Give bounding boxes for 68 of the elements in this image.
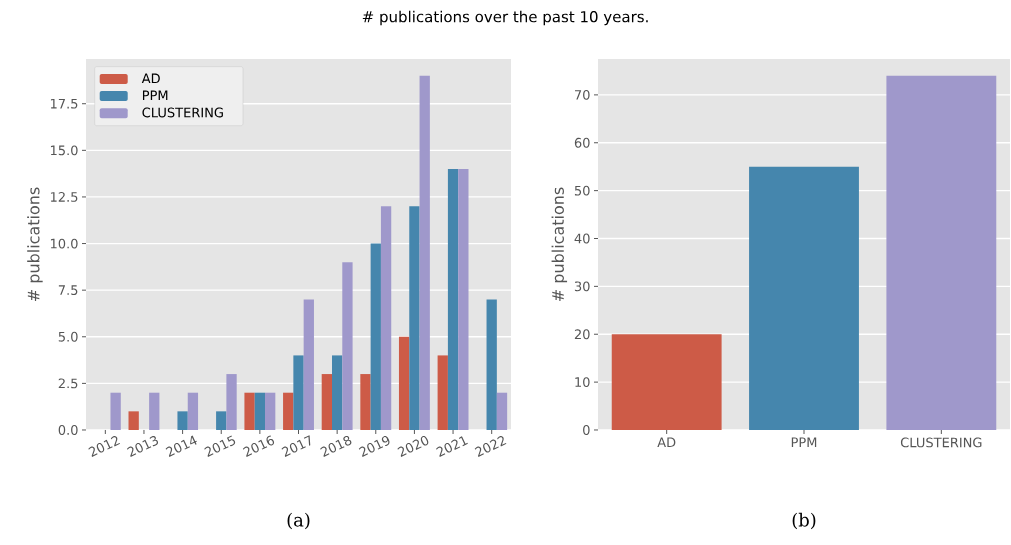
legend-label: AD: [141, 73, 160, 84]
bar: [458, 168, 469, 430]
y-tick-label: 10.0: [50, 238, 78, 249]
x-tick-label: 2019: [358, 436, 390, 457]
bar: [226, 374, 237, 430]
y-tick-label: 30: [574, 281, 590, 292]
bar: [110, 392, 121, 430]
x-tick-label: 2017: [281, 435, 311, 457]
legend-label: PPM: [142, 90, 168, 101]
y-axis-title: # publications: [27, 187, 43, 301]
y-tick-label: 17.5: [50, 98, 78, 109]
bar: [447, 168, 459, 430]
x-tick-label: 2022: [474, 436, 507, 457]
x-tick-label: PPM: [791, 437, 817, 447]
bar: [380, 206, 392, 430]
y-tick-label: 15.0: [50, 145, 78, 156]
bar: [216, 411, 227, 430]
bar: [321, 374, 332, 430]
y-axis-title: # publications: [551, 187, 568, 301]
bar: [254, 392, 266, 430]
bar: [370, 243, 381, 430]
x-tick-label: 2018: [320, 435, 352, 457]
bar: [303, 299, 314, 430]
y-tick-label: 20: [574, 329, 590, 340]
bar: [437, 355, 448, 430]
y-tick-label: 40: [574, 233, 590, 244]
bar: [331, 355, 343, 430]
bar: [342, 262, 353, 430]
legend-label: CLUSTERING: [142, 107, 223, 118]
y-tick-label: 0.0: [58, 425, 78, 435]
x-tick-label: 2020: [397, 436, 429, 457]
bar: [360, 374, 371, 430]
text: (a): [287, 512, 310, 530]
bar: [187, 392, 199, 430]
text: (b): [792, 512, 816, 530]
y-tick-label: 5.0: [58, 331, 78, 342]
x-tick-label: CLUSTERING: [900, 437, 982, 448]
bar: [886, 75, 997, 430]
chart-title: # publications over the past 10 years.: [362, 10, 648, 26]
x-tick-label: AD: [657, 437, 676, 447]
bar: [293, 355, 304, 430]
bar: [149, 392, 160, 430]
bar: [486, 299, 497, 430]
y-tick-label: 70: [575, 89, 590, 100]
x-tick-label: 2013: [127, 436, 159, 457]
bar: [283, 392, 294, 430]
bar: [265, 392, 276, 430]
y-tick-label: 7.5: [58, 285, 78, 295]
y-tick-label: 0: [583, 425, 590, 435]
x-tick-label: 2016: [242, 435, 275, 457]
y-tick-label: 10: [575, 377, 590, 388]
bar: [496, 392, 508, 430]
y-tick-label: 2.5: [58, 378, 78, 389]
bar: [244, 392, 255, 430]
bar: [409, 206, 420, 430]
y-tick-label: 12.5: [50, 192, 78, 202]
y-tick-label: 50: [574, 185, 590, 196]
bar: [419, 75, 430, 430]
bar: [177, 411, 188, 430]
x-tick-label: 2012: [88, 436, 121, 457]
bar: [398, 336, 410, 430]
x-tick-label: 2015: [204, 435, 236, 457]
x-tick-label: 2021: [436, 436, 468, 457]
bar: [611, 334, 722, 430]
x-tick-label: 2014: [165, 435, 197, 457]
bar: [749, 166, 859, 430]
bar: [128, 411, 139, 430]
y-tick-label: 60: [574, 137, 590, 148]
